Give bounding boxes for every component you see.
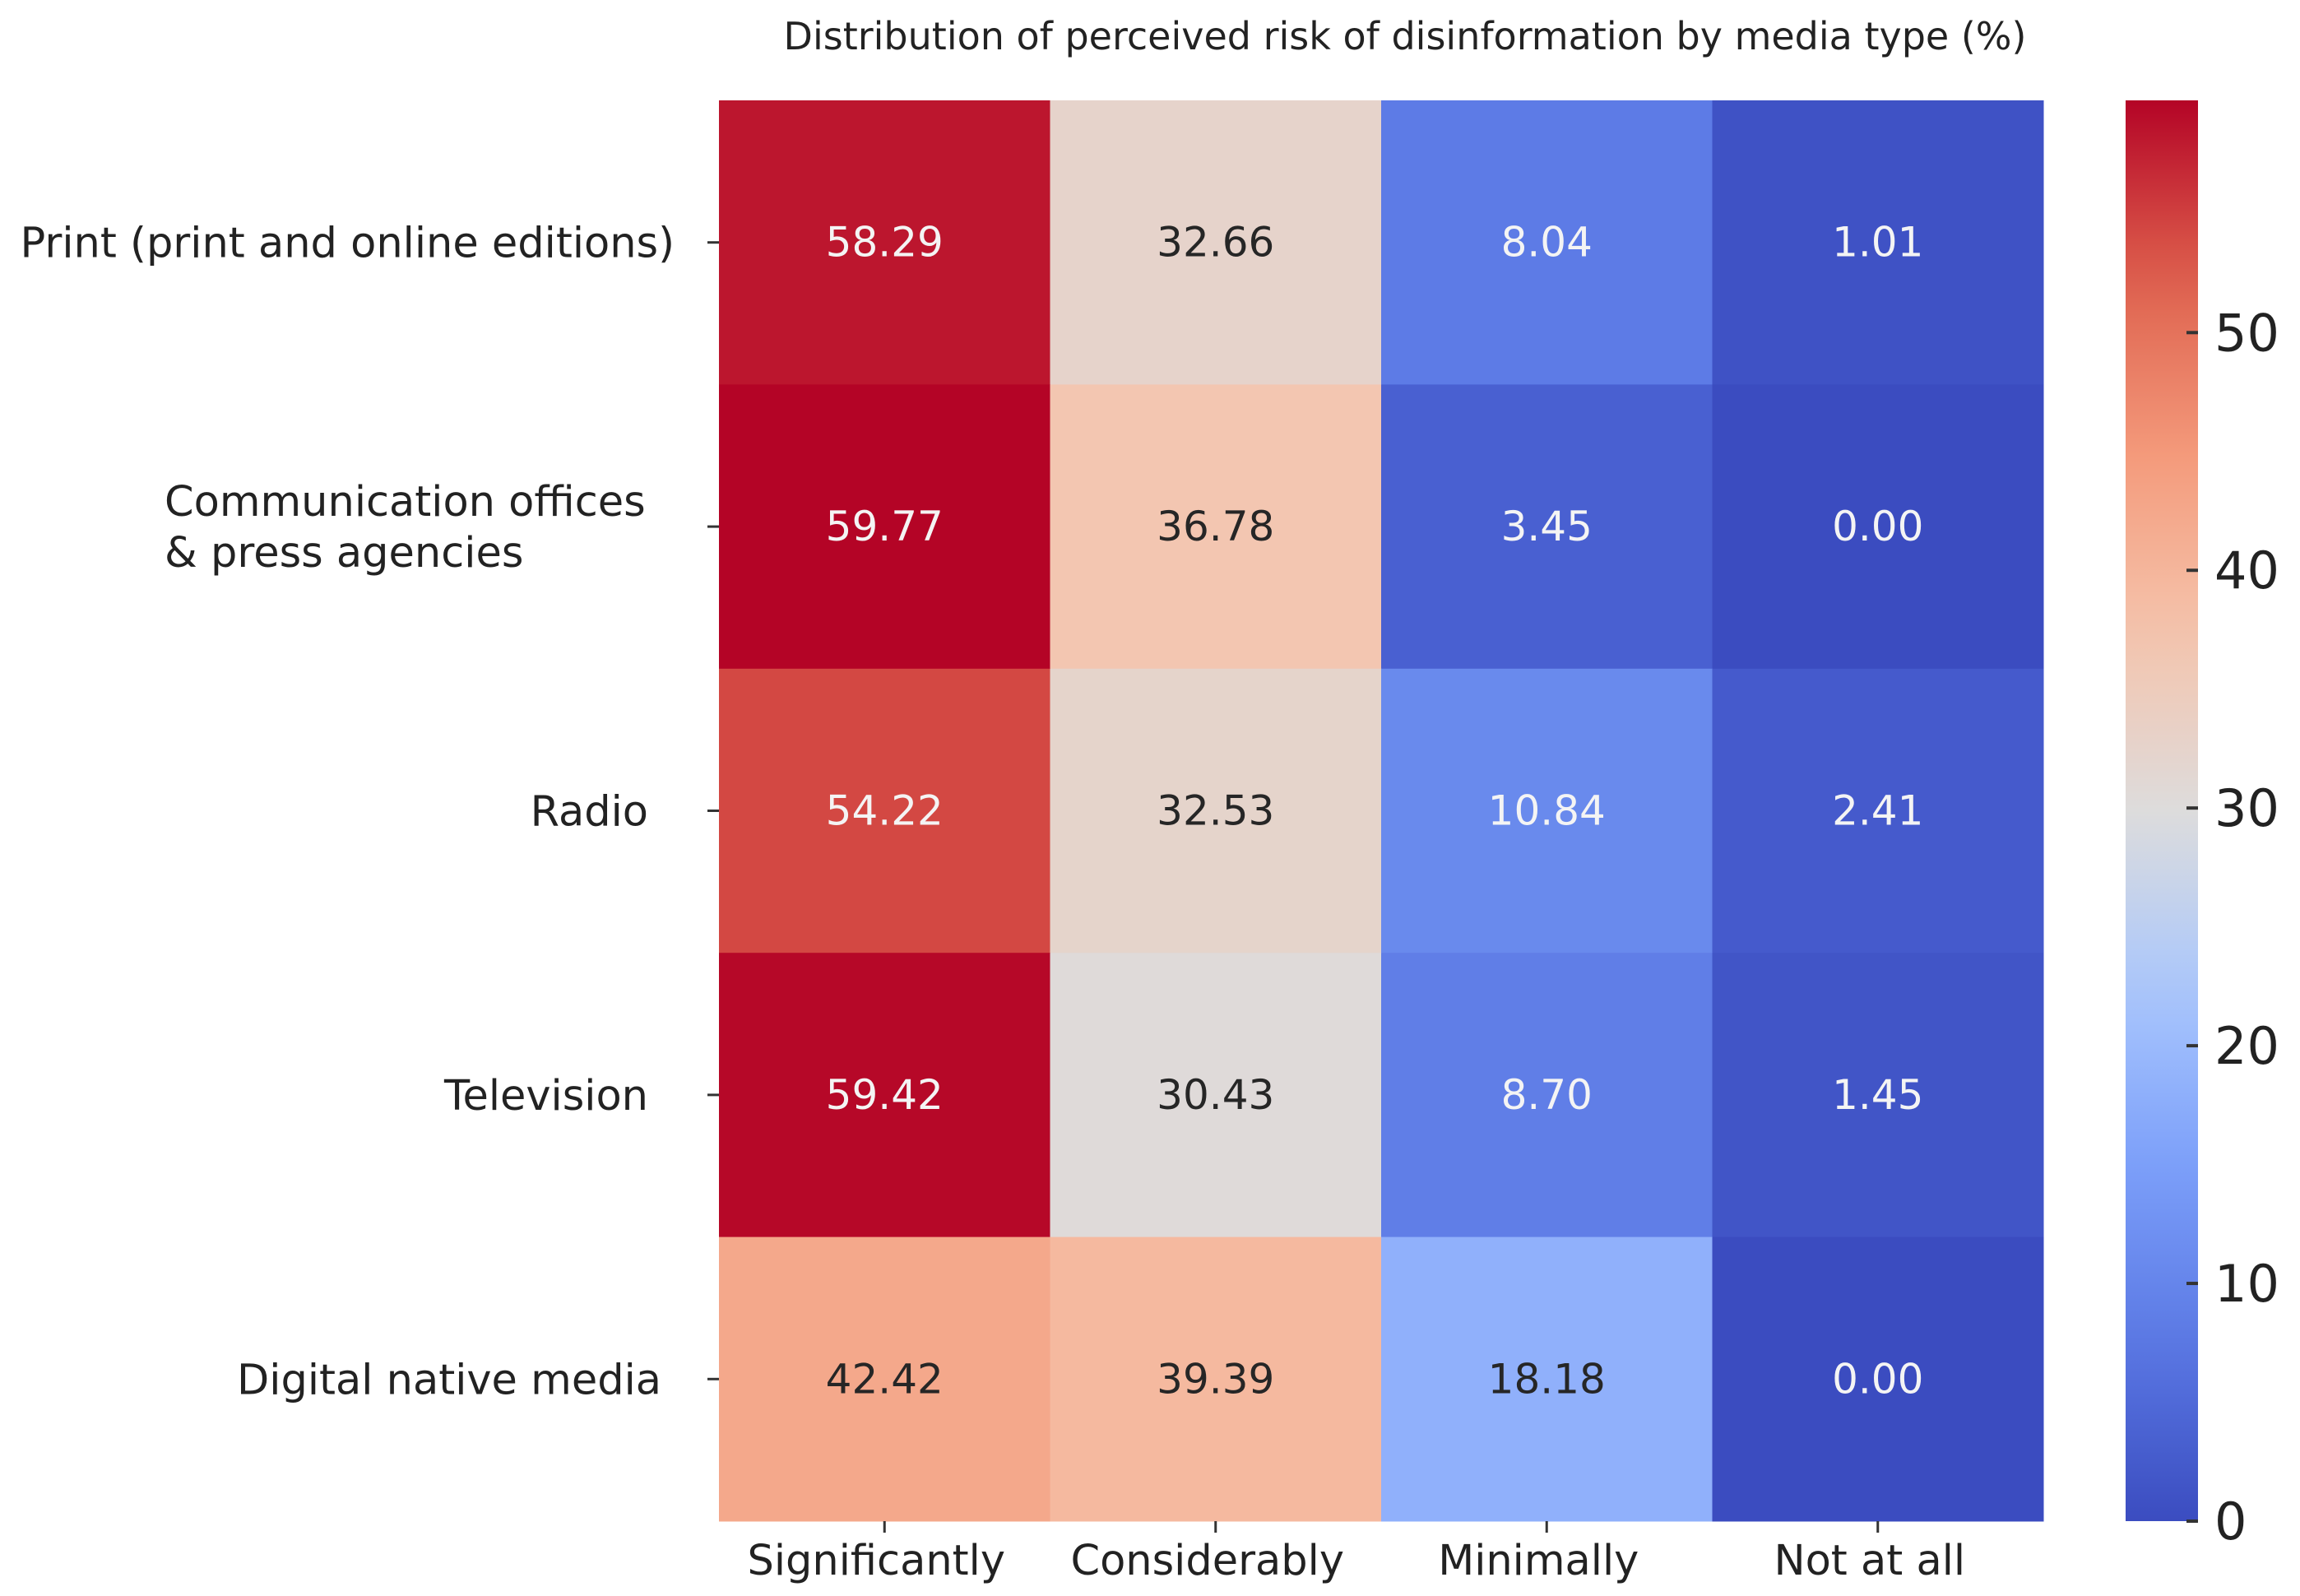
colorbar-tick-label: 30 [2214, 778, 2279, 838]
heatmap-cell [1050, 668, 1382, 953]
heatmap-cell [1712, 953, 2044, 1238]
heatmap-cell [1712, 668, 2044, 953]
colorbar [2126, 100, 2198, 1521]
heatmap-cell [719, 953, 1050, 1238]
column-label: Not at all [1774, 1537, 1965, 1585]
cell-value-label: 3.45 [1501, 503, 1593, 550]
heatmap-cell [719, 668, 1050, 953]
cell-value-label: 32.66 [1157, 219, 1274, 267]
row-label: Communication offices [165, 478, 646, 527]
column-label: Considerably [1070, 1537, 1344, 1585]
cell-value-label: 30.43 [1157, 1071, 1274, 1119]
heatmap-cell [1712, 100, 2044, 385]
cell-value-label: 8.04 [1501, 219, 1593, 267]
cell-value-label: 58.29 [826, 219, 944, 267]
heatmap-cell [719, 384, 1050, 670]
cell-value-label: 0.00 [1832, 1355, 1923, 1403]
row-label: Print (print and online editions) [21, 220, 675, 268]
heatmap-cell [719, 100, 1050, 385]
cell-value-label: 0.00 [1832, 503, 1923, 550]
column-label: Significantly [748, 1537, 1006, 1585]
row-label: & press agencies [165, 529, 523, 578]
colorbar-ticks: 0 10 20 30 40 50 [2186, 303, 2279, 1552]
heatmap-cell [1050, 384, 1382, 670]
heatmap-cell [1050, 1236, 1382, 1522]
heatmap-cell [1381, 100, 1713, 385]
heatmap-cell [1381, 668, 1713, 953]
colorbar-tick-label: 40 [2214, 541, 2279, 601]
colorbar-tick-label: 0 [2214, 1492, 2247, 1552]
row-labels: Print (print and online editions) Communi… [21, 220, 719, 1404]
cell-value-label: 1.45 [1832, 1071, 1923, 1119]
cell-value-label: 8.70 [1501, 1071, 1593, 1119]
heatmap-cells: 58.29 32.66 8.04 1.01 59.77 36.78 3.45 0.00 54.2… [719, 100, 2044, 1522]
cell-value-label: 42.42 [826, 1355, 944, 1403]
colorbar-tick-label: 10 [2214, 1254, 2279, 1314]
cell-value-label: 32.53 [1157, 787, 1274, 835]
heatmap-cell [1712, 384, 2044, 670]
heatmap-cell [719, 1236, 1050, 1522]
cell-value-label: 59.42 [826, 1071, 944, 1119]
heatmap-cell [1381, 1236, 1713, 1522]
cell-value-label: 36.78 [1157, 503, 1274, 550]
cell-value-label: 39.39 [1157, 1355, 1274, 1403]
cell-value-label: 2.41 [1832, 787, 1923, 835]
chart-title: Distribution of perceived risk of disinf… [784, 14, 2027, 58]
row-label: Radio [531, 788, 648, 837]
cell-value-label: 10.84 [1488, 787, 1606, 835]
cell-value-label: 18.18 [1488, 1355, 1606, 1403]
cell-value-label: 59.77 [826, 503, 944, 550]
column-label: Minimally [1438, 1537, 1639, 1585]
heatmap-cell [1050, 100, 1382, 385]
heatmap-cell [1050, 953, 1382, 1238]
column-labels: Significantly Considerably Minimally Not at… [748, 1521, 1965, 1585]
colorbar-tick-label: 20 [2214, 1016, 2279, 1076]
row-label: Digital native media [237, 1356, 661, 1404]
row-label: Television [443, 1072, 648, 1120]
cell-value-label: 54.22 [826, 787, 944, 835]
heatmap-cell [1712, 1236, 2044, 1522]
heatmap-cell [1381, 384, 1713, 670]
cell-value-label: 1.01 [1832, 219, 1923, 267]
colorbar-tick-label: 50 [2214, 303, 2279, 363]
heatmap-cell [1381, 953, 1713, 1238]
